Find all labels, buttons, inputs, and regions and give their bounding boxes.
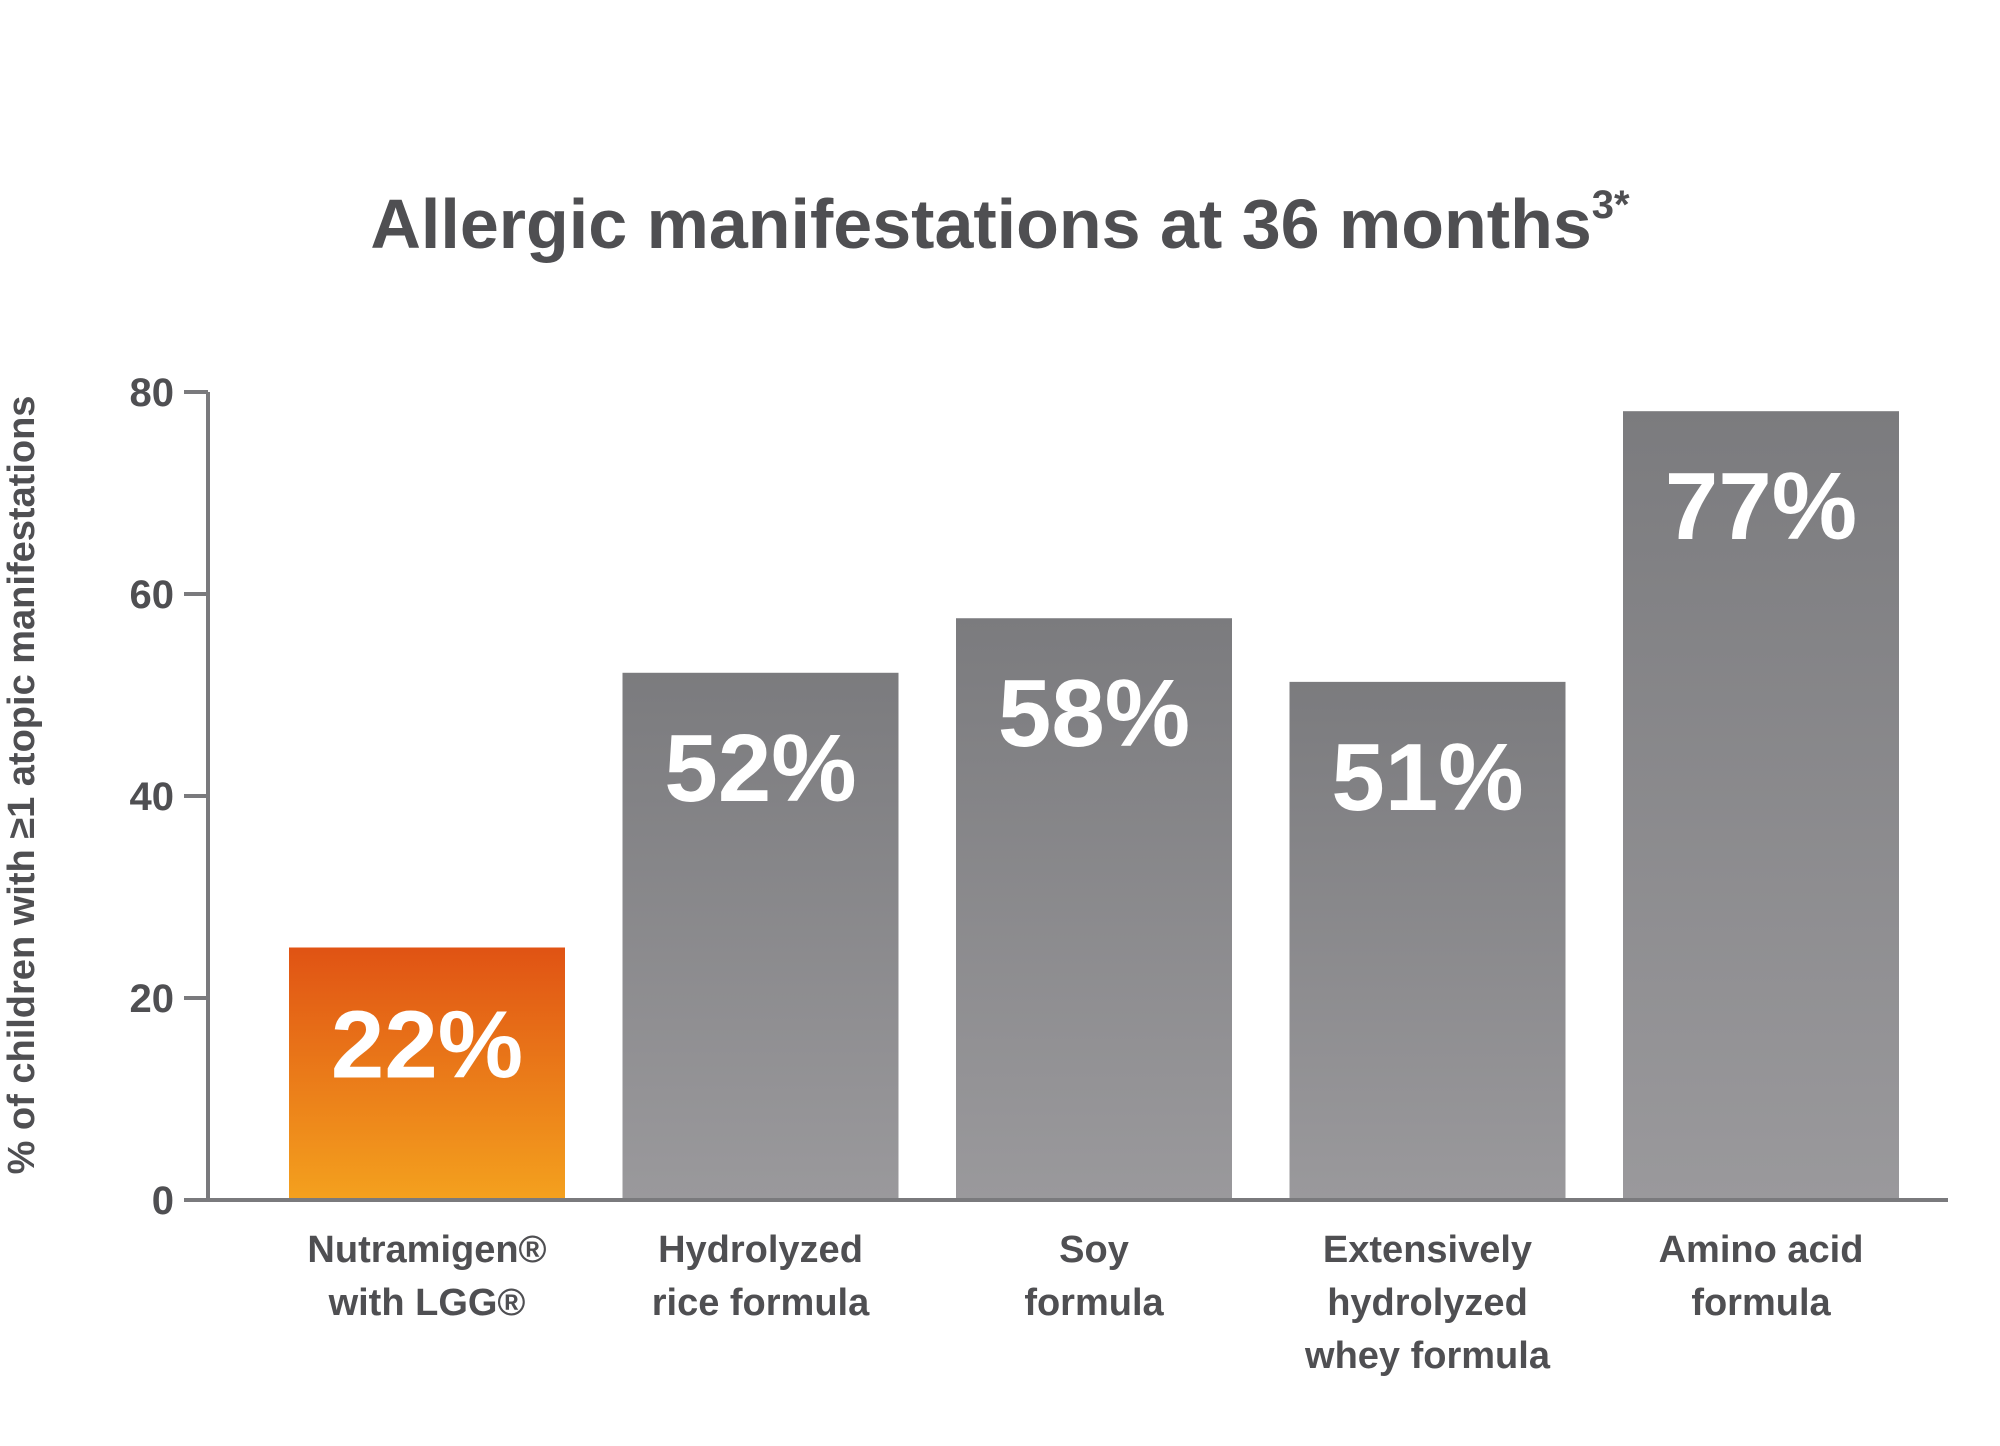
y-axis: 0 20 40 60 80 (130, 371, 210, 1223)
bars: 22% 52% 58% 51% 77% (289, 411, 1899, 1200)
y-axis-label: % of children with ≥1 atopic manifestati… (1, 396, 43, 1175)
y-tick-label: 20 (130, 977, 175, 1021)
bar-value-label: 51% (1331, 724, 1523, 831)
x-axis: Nutramigen® with LGG® Hydrolyzed rice formu… (208, 1198, 1948, 1377)
y-tick-label: 60 (130, 573, 175, 617)
bar-value-label: 77% (1665, 453, 1857, 560)
bar-value-label: 22% (331, 992, 523, 1099)
y-tick-label: 40 (130, 775, 175, 819)
bar-value-label: 58% (998, 660, 1190, 767)
x-tick-label: Hydrolyzed rice formula (652, 1229, 870, 1324)
title-superscript: 3* (1592, 183, 1630, 227)
bar (1289, 681, 1566, 1200)
y-tick-label: 80 (130, 371, 175, 415)
x-tick-label: Extensively hydrolyzed whey formula (1304, 1229, 1551, 1377)
chart-title: Allergic manifestations at 36 months3* (370, 183, 1630, 263)
x-tick-label: Amino acid formula (1659, 1229, 1864, 1324)
bar (622, 672, 899, 1200)
bar (1623, 411, 1899, 1200)
x-tick-label: Soy formula (1024, 1229, 1164, 1324)
bar-value-label: 52% (664, 715, 856, 822)
bar (956, 618, 1232, 1200)
y-tick-label: 0 (152, 1179, 174, 1223)
bar (289, 947, 565, 1200)
x-tick-label: Nutramigen® with LGG® (307, 1229, 546, 1324)
